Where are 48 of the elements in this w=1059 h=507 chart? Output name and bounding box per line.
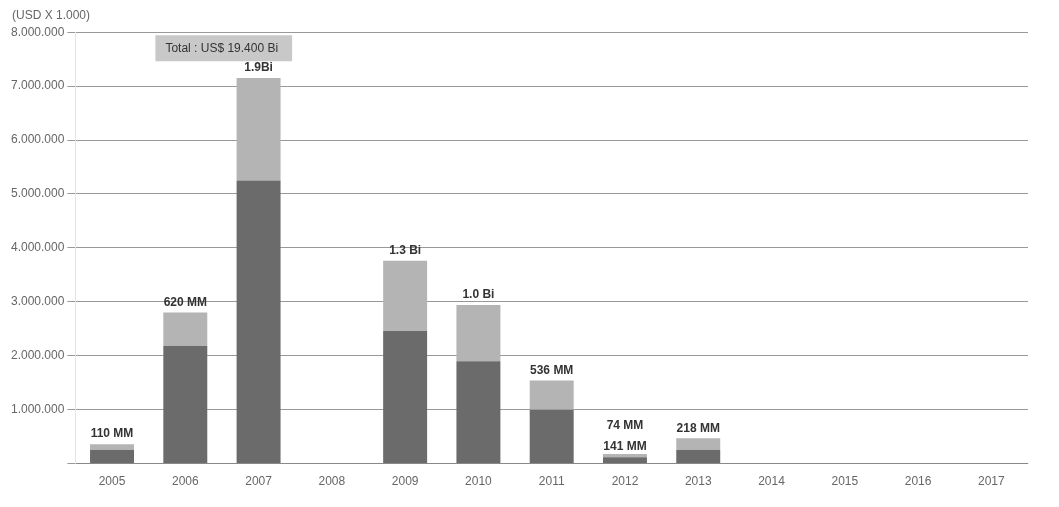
x-tick-label: 2007: [245, 474, 273, 489]
x-tick-label: 2016: [904, 474, 932, 489]
x-tick-label: 2015: [831, 474, 859, 489]
bar: [163, 312, 208, 347]
annotation: 1.3 Bi: [389, 243, 422, 258]
x-tick-label: 2005: [98, 474, 126, 489]
x-tick-label: 2010: [465, 474, 493, 489]
y-tick-label: 6.000.000: [10, 132, 65, 147]
x-tick-label: 2012: [611, 474, 639, 489]
bar: [90, 450, 135, 464]
bar: [529, 409, 574, 464]
bar: [163, 346, 208, 464]
x-tick-label: 2009: [391, 474, 419, 489]
bar: [456, 361, 501, 464]
bar: [456, 305, 501, 362]
y-tick-label: 7.000.000: [10, 78, 65, 93]
annotation: 1.0 Bi: [462, 287, 495, 302]
bar: [602, 453, 647, 458]
bar: [236, 78, 281, 181]
bar: [529, 380, 574, 410]
bar: [602, 457, 647, 464]
y-axis-title: (USD X 1.000): [12, 8, 92, 22]
y-tick-label: 5.000.000: [10, 186, 65, 201]
bar: [90, 444, 135, 451]
annotation: Total : US$ 19.400 Bi: [165, 40, 279, 55]
bar: [236, 180, 281, 464]
bar: [383, 330, 428, 464]
annotation: 218 MM: [676, 420, 720, 435]
annotation: 536 MM: [530, 362, 574, 377]
annotation: 1.9Bi: [244, 60, 273, 75]
x-tick-label: 2011: [538, 474, 565, 489]
y-tick-label: 3.000.000: [10, 294, 65, 309]
y-tick-label: 1.000.000: [10, 401, 65, 416]
annotation: 620 MM: [163, 294, 207, 309]
annotation: 141 MM: [603, 439, 647, 454]
y-tick-label: 2.000.000: [10, 348, 65, 363]
y-tick-label: 8.000.000: [10, 24, 65, 39]
y-tick-label: 4.000.000: [10, 240, 65, 255]
x-tick-label: 2014: [758, 474, 786, 489]
x-tick-label: 2017: [978, 474, 1006, 489]
x-tick-label: 2008: [318, 474, 346, 489]
x-tick-label: 2006: [171, 474, 199, 489]
annotation: 110 MM: [90, 426, 134, 441]
bar: [676, 450, 721, 464]
annotation: 74 MM: [606, 418, 644, 433]
bar: [383, 260, 428, 331]
bar: [676, 438, 721, 451]
x-tick-label: 2013: [684, 474, 712, 489]
